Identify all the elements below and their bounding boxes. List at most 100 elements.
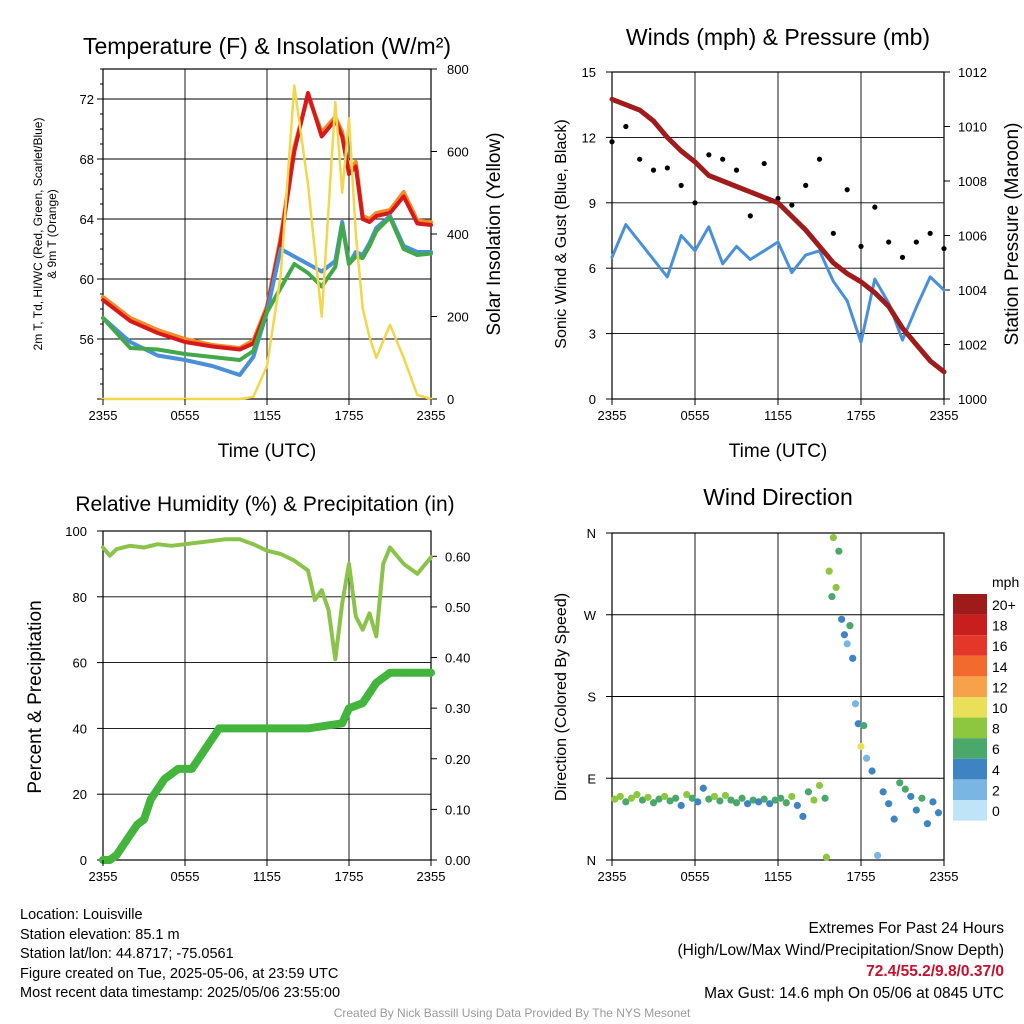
rh-ytick-label: 80: [73, 590, 87, 605]
wdir-point: [633, 791, 641, 799]
wind-gust-point: [609, 139, 615, 145]
wdir-point: [821, 794, 829, 802]
rh-ytick-label: 20: [73, 787, 87, 802]
wind-y2tick-label: 1000: [958, 392, 987, 407]
wind-gust-point: [803, 182, 809, 188]
wdir-point: [644, 793, 652, 801]
wind-gust-point: [733, 167, 740, 173]
wind-gust-point: [941, 245, 947, 252]
wind-gust-point: [844, 187, 850, 193]
wind-xlabel: Time (UTC): [729, 441, 828, 462]
extremes-title: Extremes For Past 24 Hours: [808, 920, 1004, 937]
legend-swatch: [953, 614, 987, 636]
wind-xtick-label: 2355: [598, 408, 627, 423]
rh-ytick-label: 60: [73, 656, 87, 671]
wdir-xtick-label: 2355: [930, 869, 959, 884]
wind-gust-point: [816, 156, 823, 162]
wdir-point: [793, 801, 801, 810]
temp-y2tick-label: 0: [447, 392, 454, 407]
temp-xlabel: Time (UTC): [218, 441, 317, 462]
wind-y2tick-label: 1010: [958, 120, 987, 135]
wdir-point: [611, 795, 619, 803]
legend-label: 16: [992, 638, 1008, 654]
wdir-point: [732, 799, 741, 807]
legend-label: 14: [992, 659, 1008, 675]
wind-ytick-label: 9: [589, 196, 596, 211]
wdir-point: [860, 721, 868, 730]
wdir-point: [857, 742, 865, 751]
wind-gust-point: [830, 230, 836, 236]
wdir-point: [885, 800, 893, 808]
wdir-point: [638, 796, 647, 804]
temp-xtick-label: 2355: [89, 408, 118, 423]
wdir-point: [683, 791, 691, 799]
wind-gust-point: [637, 156, 643, 162]
legend-swatch: [953, 738, 987, 759]
wdir-point: [799, 812, 807, 821]
wdir-ytick-label: N: [587, 526, 596, 541]
temp-ytick-label: 64: [80, 212, 94, 227]
temp-y2tick-label: 600: [447, 145, 469, 160]
wdir-point: [749, 796, 757, 804]
wdir-point: [838, 615, 846, 623]
temp-xtick-label: 1155: [253, 408, 281, 423]
wind-y2tick-label: 1002: [958, 338, 987, 353]
rh-ytick-label: 100: [65, 524, 87, 539]
temp-ytick-label: 56: [80, 332, 94, 347]
wdir-point: [843, 640, 851, 648]
wind-xtick-label: 2355: [930, 408, 959, 423]
wdir-point: [918, 794, 926, 802]
rh-ytick-label: 0: [80, 853, 87, 868]
wdir-point: [666, 797, 674, 805]
legend-swatch: [953, 594, 987, 615]
legend-label: 6: [992, 741, 1000, 757]
wind-pressure-line: [609, 96, 947, 375]
temp-y2label: Solar Insolation (Yellow): [484, 132, 505, 335]
wind-y2tick-label: 1012: [958, 65, 987, 80]
rh-xtick-label: 2355: [417, 869, 446, 884]
temp-ytick-label: 68: [80, 152, 94, 167]
wind-gust-point: [789, 202, 795, 208]
wdir-point: [694, 798, 702, 806]
wind-gust-point: [872, 204, 878, 210]
temp-y2tick-label: 400: [447, 227, 469, 242]
temp-series-line: [101, 91, 433, 352]
wind-gust-point: [678, 182, 684, 188]
wdir-point: [912, 806, 920, 814]
legend-swatch: [953, 655, 987, 677]
extremes-info: Extremes For Past 24 Hours (High/Low/Max…: [678, 918, 1005, 1004]
wdir-point: [677, 801, 685, 810]
wdir-point: [835, 547, 843, 555]
legend-label: 12: [992, 679, 1008, 695]
legend-label: 4: [992, 762, 1000, 778]
wind-y2tick-label: 1008: [958, 174, 987, 189]
wdir-xtick-label: 1755: [847, 869, 876, 884]
wdir-point: [862, 754, 871, 762]
wdir-point: [815, 781, 824, 790]
wdir-xtick-label: 2355: [598, 869, 627, 884]
wind-gust-point: [913, 239, 919, 245]
wdir-point: [840, 631, 849, 639]
legend-label: 0: [992, 803, 1000, 819]
wdir-point: [705, 795, 713, 803]
wdir-point: [822, 853, 831, 861]
wdir-ytick-label: E: [587, 771, 596, 786]
extremes-subtitle: (High/Low/Max Wind/Precipitation/Snow De…: [677, 941, 1005, 959]
rh-y2tick-label: 0.00: [445, 853, 470, 868]
wind-gust-point: [720, 156, 726, 162]
wdir-point: [710, 792, 718, 801]
wind-gust-point: [927, 230, 933, 236]
wdir-point: [655, 795, 663, 803]
wdir-ylabel: Direction (Colored By Speed): [553, 593, 570, 801]
recent-timestamp: Most recent data timestamp: 2025/05/06 2…: [20, 985, 341, 1001]
wdir-point: [825, 567, 833, 575]
wdir-point: [743, 800, 752, 808]
station-latlon: Station lat/lon: 44.8717; -75.0561: [20, 946, 234, 962]
rh-xtick-label: 2355: [89, 869, 118, 884]
wind-gust-point: [858, 243, 864, 249]
wdir-point: [874, 851, 882, 860]
wdir-point: [890, 815, 898, 823]
rh-humidity-line: [101, 537, 433, 662]
rh-y2tick-label: 0.60: [445, 549, 470, 564]
rh-title: Relative Humidity (%) & Precipitation (i…: [75, 493, 454, 516]
